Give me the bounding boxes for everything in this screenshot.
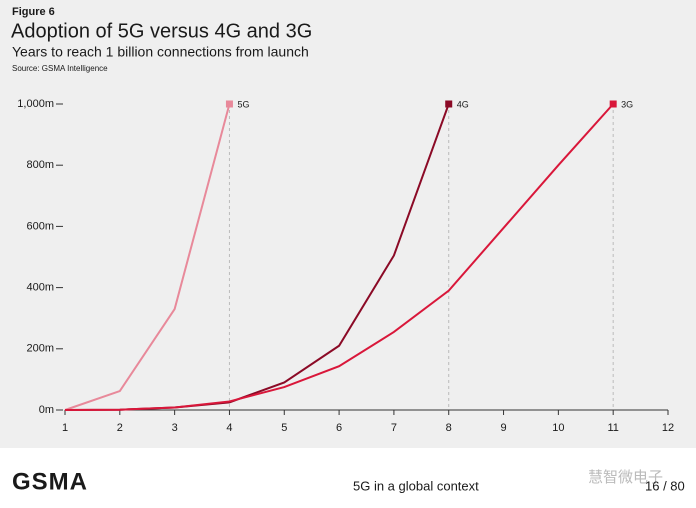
panel [0,0,696,448]
x-tick-label: 9 [500,422,506,434]
source: Source: GSMA Intelligence [12,64,108,73]
chart-subtitle: Years to reach 1 billion connections fro… [12,44,309,60]
page-number: 16 / 80 [645,478,685,493]
x-tick-label: 7 [391,422,397,434]
series-label: 4G [457,99,469,109]
end-marker [609,100,617,108]
y-tick-label: 200m [26,343,54,355]
x-tick-label: 11 [607,422,618,434]
y-tick-label: 600m [26,220,54,232]
x-tick-label: 4 [226,422,232,434]
y-tick-label: 0m [39,404,54,416]
end-marker [445,100,453,108]
x-tick-label: 6 [336,422,342,434]
chart-title: Adoption of 5G versus 4G and 3G [11,20,312,42]
logo: GSMA [12,468,88,495]
y-tick-label: 1,000m [17,98,54,110]
x-tick-label: 2 [117,422,123,434]
x-tick-label: 1 [62,422,68,434]
end-marker [225,100,233,108]
y-tick-label: 400m [26,282,54,294]
x-tick-label: 12 [662,422,674,434]
figure-label: Figure 6 [12,6,55,18]
series-label: 3G [621,99,633,109]
series-line [64,103,614,411]
x-tick-label: 8 [446,422,452,434]
y-tick-label: 800m [26,159,54,171]
section: 5G in a global context [353,478,479,493]
x-tick-label: 3 [172,422,178,434]
watermark: 慧智微电子 [588,468,663,486]
x-tick-label: 5 [281,422,287,434]
series-line [64,103,231,411]
series-label: 5G [237,99,249,109]
x-tick-label: 10 [552,422,564,434]
